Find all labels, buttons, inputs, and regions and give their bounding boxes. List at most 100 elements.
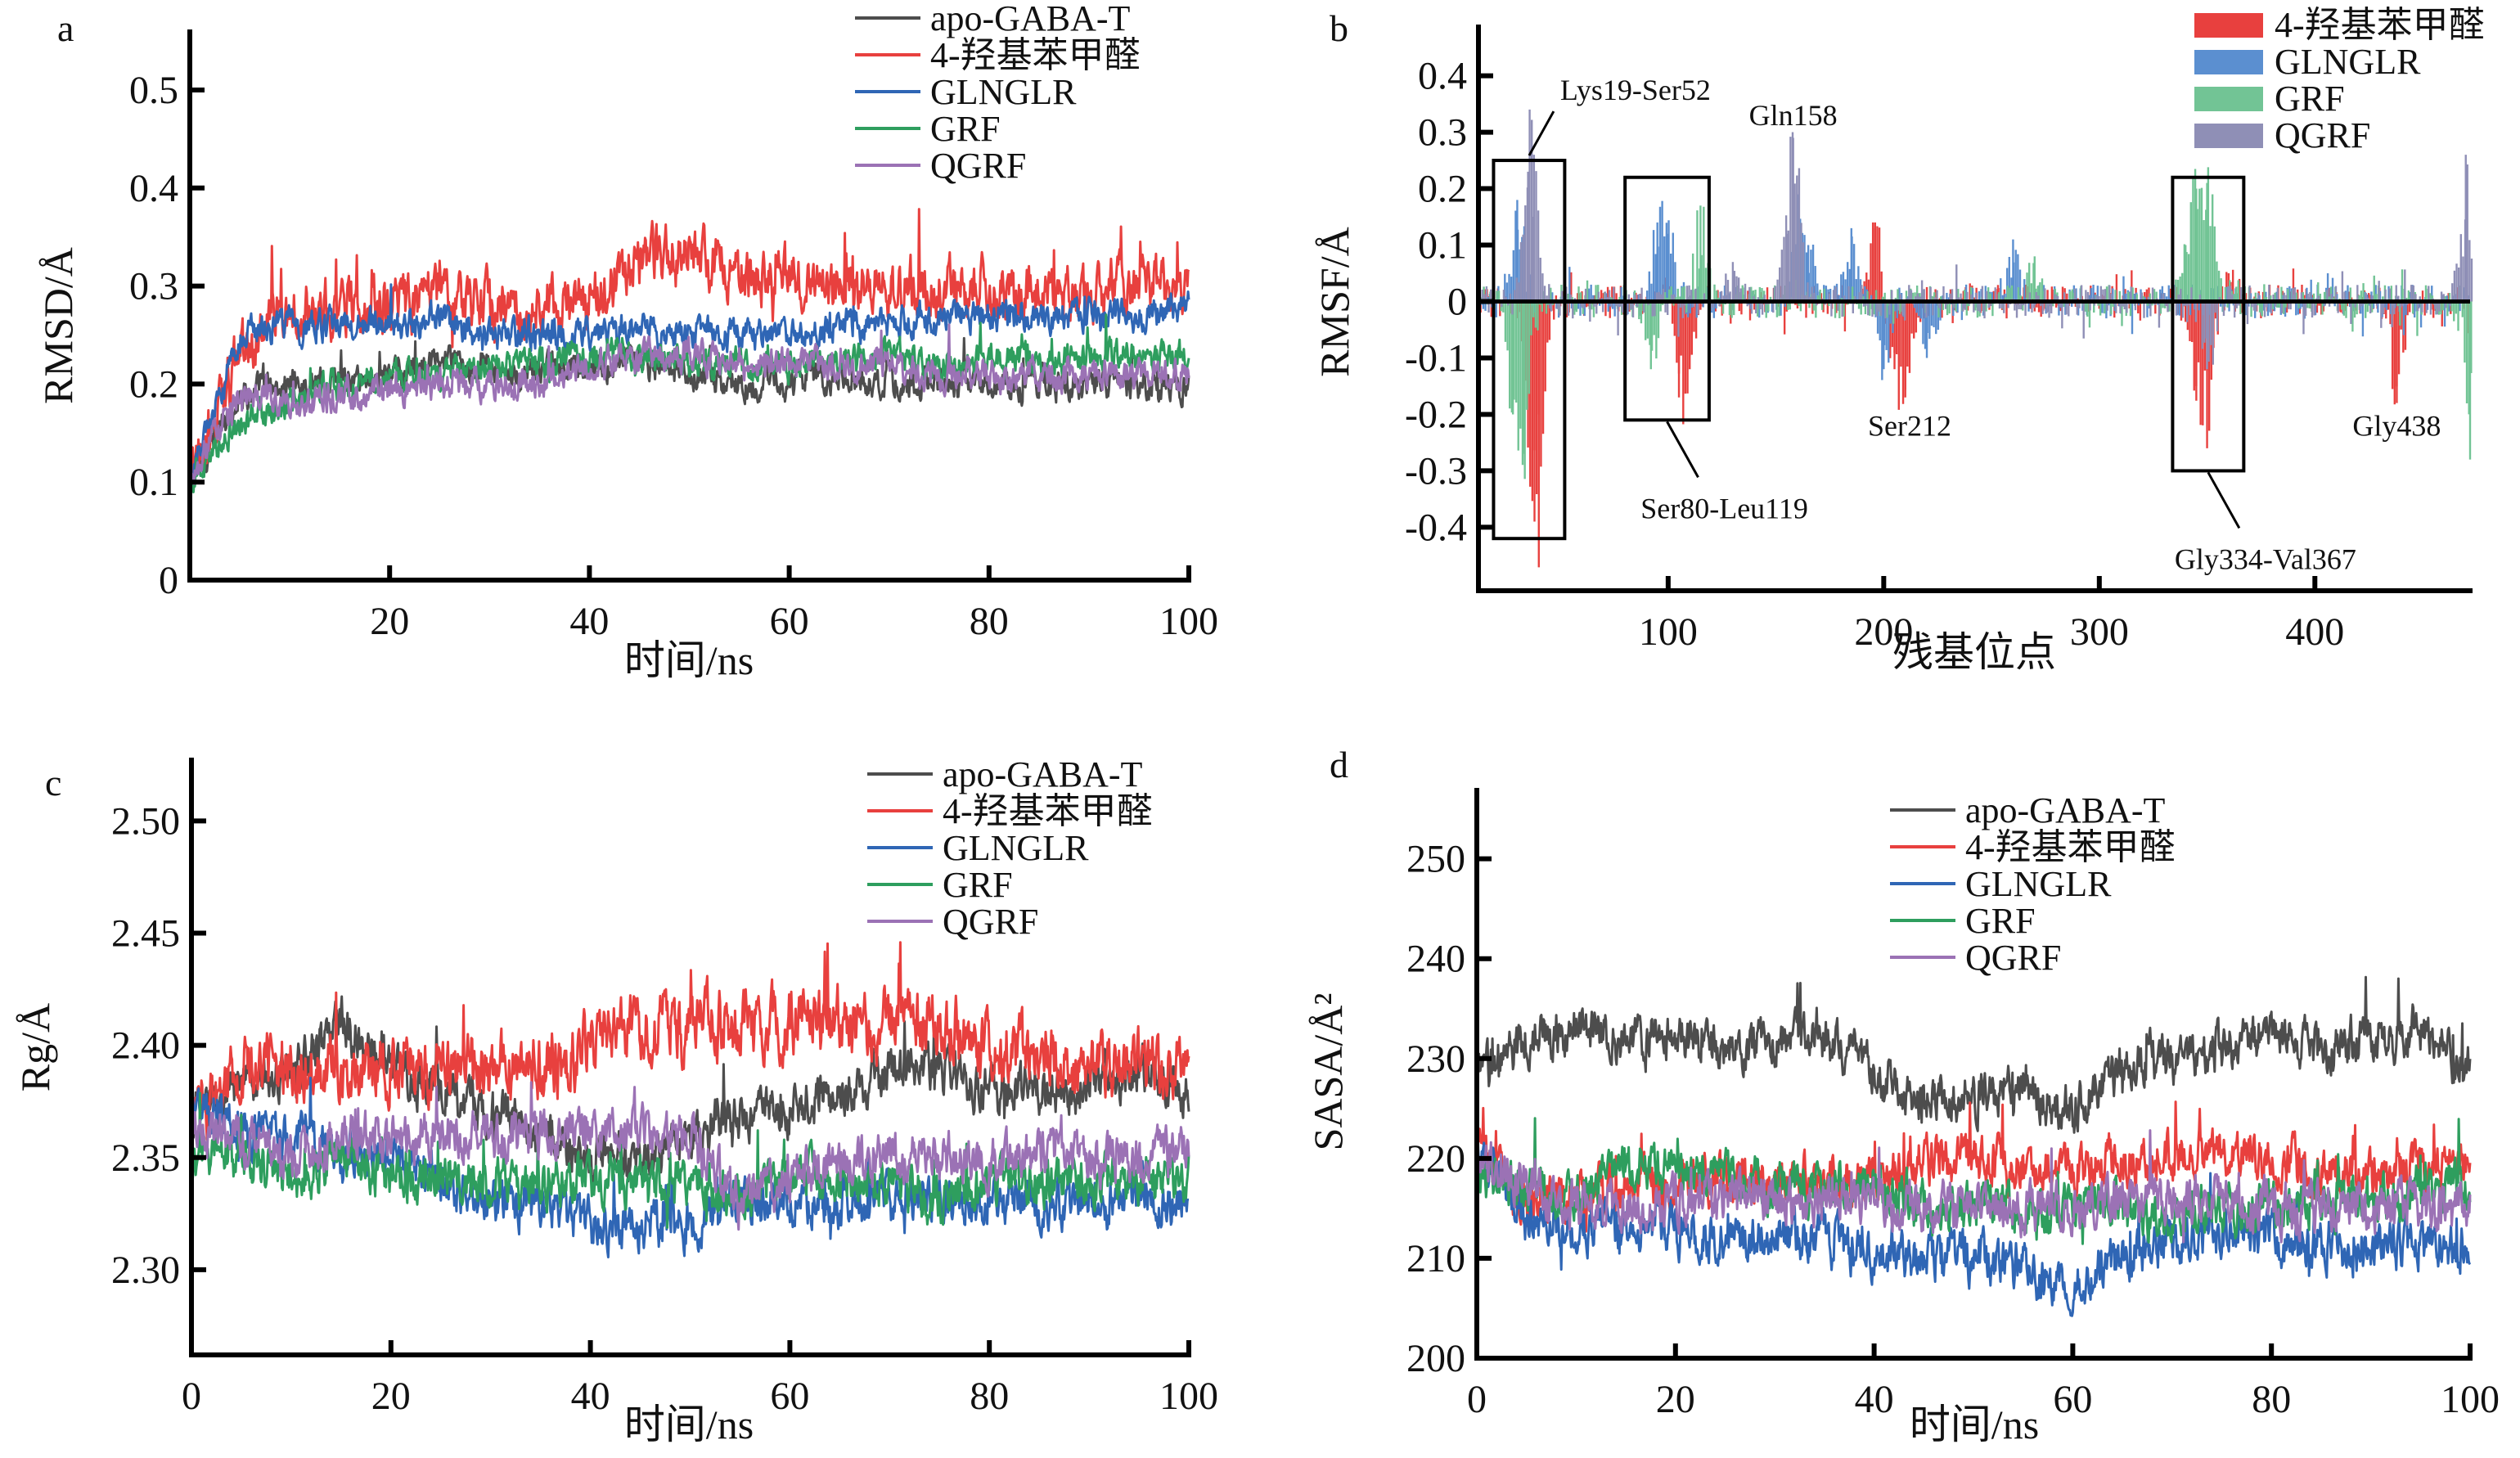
annotation: Ser212 bbox=[1868, 409, 1951, 442]
bar-series bbox=[1477, 222, 2472, 568]
y-axis-label: SASA/Å² bbox=[1305, 993, 1351, 1151]
y-tick-label: 2.45 bbox=[111, 912, 180, 956]
legend-label: QGRF bbox=[943, 902, 1038, 942]
series-line-qgrf bbox=[188, 323, 1190, 489]
x-tick-label: 80 bbox=[970, 1375, 1009, 1418]
legend-swatch bbox=[2194, 124, 2263, 148]
y-tick-label: 0.5 bbox=[129, 69, 178, 112]
x-tick-label: 40 bbox=[1855, 1378, 1894, 1421]
callout-line bbox=[1528, 110, 1555, 156]
y-tick-label: 0.2 bbox=[129, 362, 178, 406]
y-tick-label: 0.1 bbox=[1418, 224, 1467, 268]
legend-label: QGRF bbox=[2275, 115, 2370, 155]
y-tick-label: 250 bbox=[1406, 838, 1465, 881]
panel-c: 2.30 2.35 2.40 2.45 2.50 0 20 40 60 80 100 c 时间/ns Rg… bbox=[12, 754, 1218, 1447]
annotation: Ser80-Leu119 bbox=[1623, 175, 1808, 524]
plot-area bbox=[190, 941, 1190, 1259]
x-tick-label: 60 bbox=[2053, 1378, 2092, 1421]
y-tick-label: 0.2 bbox=[1418, 168, 1467, 211]
x-tick-label: 300 bbox=[2070, 610, 2129, 654]
annotation-label: Ser212 bbox=[1868, 409, 1951, 442]
legend-label: GRF bbox=[1965, 901, 2036, 941]
x-tick-label: 20 bbox=[1656, 1378, 1695, 1421]
legend-item: QGRF bbox=[867, 902, 1038, 942]
series-line-apo-gaba-t bbox=[1475, 975, 2472, 1134]
plot-area bbox=[188, 208, 1190, 493]
legend-swatch bbox=[2194, 50, 2263, 74]
annotation-label: Ser80-Leu119 bbox=[1640, 492, 1808, 524]
annotation-label: Gly334-Val367 bbox=[2175, 542, 2356, 575]
y-tick-label: -0.1 bbox=[1405, 336, 1467, 380]
panel-label: d bbox=[1330, 744, 1348, 785]
annotation-label: Gln158 bbox=[1749, 99, 1838, 132]
series-line-qgrf bbox=[190, 1081, 1190, 1231]
x-tick-label: 100 bbox=[1159, 600, 1218, 643]
legend-item: apo-GABA-T bbox=[867, 754, 1143, 794]
legend-item: 4-羟基苯甲醛 bbox=[1890, 827, 2176, 867]
y-tick-label: 220 bbox=[1406, 1137, 1465, 1181]
y-tick-label: 200 bbox=[1406, 1337, 1465, 1380]
legend-label: GLNGLR bbox=[1965, 864, 2112, 904]
callout-line bbox=[2207, 471, 2241, 529]
panel-label: c bbox=[45, 762, 61, 803]
x-tick-label: 40 bbox=[571, 1375, 610, 1418]
y-tick-label: 0 bbox=[159, 559, 178, 602]
y-tick-label: 210 bbox=[1406, 1237, 1465, 1280]
y-tick-label: 2.50 bbox=[111, 799, 180, 843]
legend-item: GRF bbox=[867, 865, 1013, 905]
y-tick-label: 230 bbox=[1406, 1037, 1465, 1081]
x-tick-label: 20 bbox=[370, 600, 409, 643]
y-tick-label: 0 bbox=[1447, 281, 1467, 324]
y-tick-label: 2.35 bbox=[111, 1136, 180, 1180]
y-axis-label: RMSD/Å bbox=[35, 247, 81, 404]
legend-item: GLNGLR bbox=[867, 828, 1089, 868]
x-tick-label: 400 bbox=[2285, 610, 2344, 654]
annotation: Gly438 bbox=[2352, 409, 2441, 442]
region-box bbox=[1623, 175, 1711, 422]
region-box bbox=[1492, 159, 1567, 541]
legend-label: QGRF bbox=[1965, 938, 2061, 978]
region-box bbox=[2171, 175, 2246, 473]
series-line-glnglr bbox=[189, 283, 1190, 488]
y-tick-label: 0.3 bbox=[129, 265, 178, 308]
legend-item: GRF bbox=[1890, 901, 2036, 941]
legend-label: 4-羟基苯甲醛 bbox=[2275, 5, 2485, 45]
series-line-hydroxybenzaldehyde bbox=[190, 941, 1190, 1141]
bar-series bbox=[1478, 167, 2473, 479]
panel-label: a bbox=[57, 7, 74, 49]
legend-item: QGRF bbox=[1890, 938, 2061, 978]
legend-swatch bbox=[2194, 87, 2263, 111]
x-tick-label: 80 bbox=[2252, 1378, 2291, 1421]
panel-b: Lys19-Ser52 Ser80-Leu119 Gly334-Val367 Gln1… bbox=[1312, 5, 2485, 675]
bar-series bbox=[1478, 109, 2473, 370]
legend-label: GRF bbox=[930, 109, 1001, 149]
panel-a: 0 0.1 0.2 0.3 0.4 0.5 20 40 60 80 100 a 时间/ns RMSD/Å a… bbox=[35, 0, 1218, 683]
legend-item: apo-GABA-T bbox=[855, 0, 1131, 38]
legend-label: GRF bbox=[943, 865, 1013, 905]
annotation: Gly334-Val367 bbox=[2171, 175, 2356, 575]
series-line-qgrf bbox=[1475, 1129, 2472, 1244]
x-tick-label: 100 bbox=[2441, 1378, 2500, 1421]
panel-d: 200 210 220 230 240 250 0 20 40 60 80 100 d 时间/ns SASA… bbox=[1305, 744, 2500, 1447]
legend-label: apo-GABA-T bbox=[1965, 790, 2166, 830]
bar-series bbox=[1478, 194, 2472, 380]
legend-item: GLNGLR bbox=[855, 72, 1077, 112]
y-axis-label: RMSF/Å bbox=[1312, 227, 1357, 376]
legend-item: GLNGLR bbox=[2194, 42, 2421, 82]
annotation: Gln158 bbox=[1749, 99, 1838, 132]
legend-label: GLNGLR bbox=[2275, 42, 2421, 82]
legend-item: QGRF bbox=[2194, 115, 2370, 155]
y-tick-label: 2.30 bbox=[111, 1249, 180, 1292]
y-axis-label: Rg/Å bbox=[12, 1003, 58, 1091]
x-tick-label: 20 bbox=[371, 1375, 411, 1418]
legend-item: 4-羟基苯甲醛 bbox=[855, 35, 1141, 75]
x-axis-label: 时间/ns bbox=[624, 637, 754, 683]
legend-label: apo-GABA-T bbox=[930, 0, 1131, 38]
x-tick-label: 100 bbox=[1159, 1375, 1218, 1418]
legend-label: 4-羟基苯甲醛 bbox=[1965, 827, 2176, 867]
legend-label: 4-羟基苯甲醛 bbox=[943, 791, 1153, 831]
y-tick-label: 2.40 bbox=[111, 1024, 180, 1068]
